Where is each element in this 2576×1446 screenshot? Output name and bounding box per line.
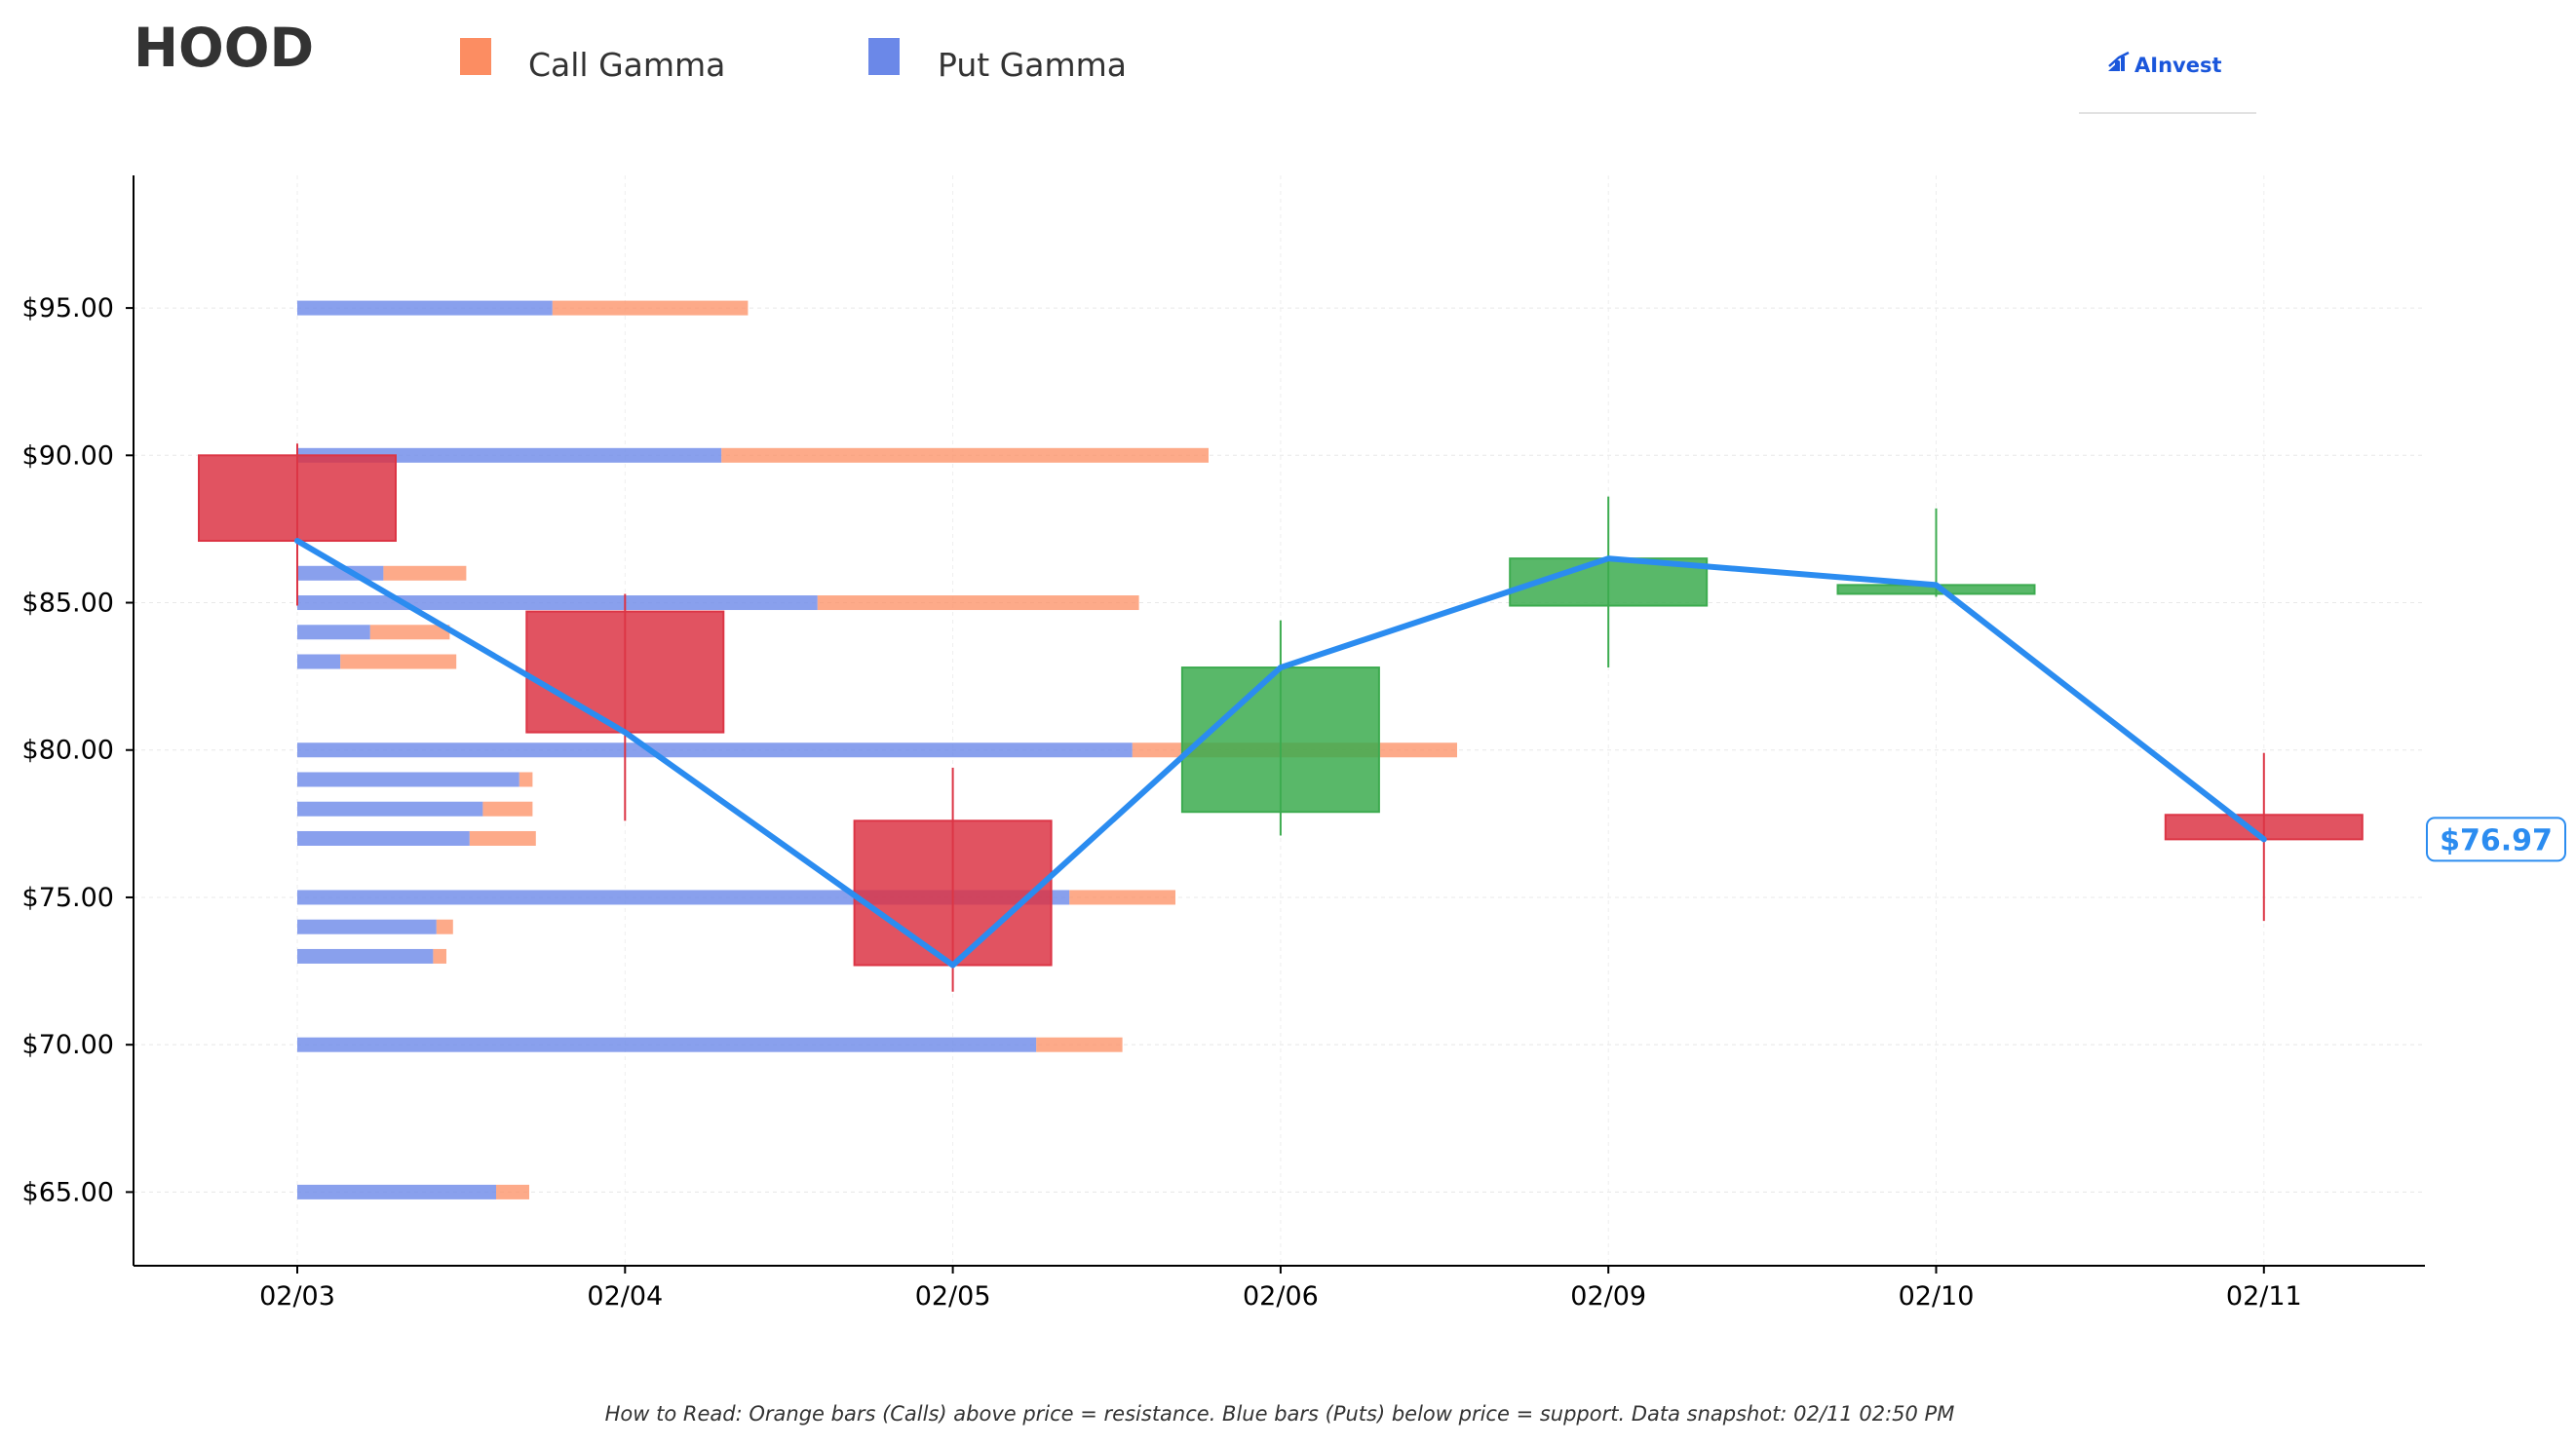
- put-gamma-bar-73: [297, 948, 434, 964]
- call-gamma-bar-85: [817, 595, 1139, 611]
- put-gamma-bar-77: [297, 830, 470, 846]
- put-gamma-swatch: [868, 38, 900, 75]
- call-gamma-bar-74: [436, 919, 453, 934]
- candle-body: [2164, 814, 2364, 841]
- last-price-label: $76.97: [2440, 823, 2553, 857]
- grid: [134, 175, 2425, 1266]
- put-gamma-bar-80: [297, 742, 1133, 758]
- call-gamma-bar-78: [482, 801, 533, 817]
- last-price-box: [2426, 817, 2566, 862]
- y-tick-label-4: $85.00: [22, 589, 114, 619]
- x-tick-label-5: 02/10: [1899, 1281, 1975, 1312]
- call-gamma-bar-77: [469, 830, 536, 846]
- x-tick-label-0: 02/03: [259, 1281, 335, 1312]
- how-to-read-footnote: How to Read: Orange bars (Calls) above p…: [605, 1402, 1955, 1426]
- candle-02-05: [853, 767, 1053, 992]
- candle-body: [853, 819, 1053, 967]
- put-gamma-bar-85: [297, 595, 818, 611]
- call-gamma-swatch: [460, 38, 491, 75]
- y-tick-label-6: $95.00: [22, 293, 114, 323]
- call-gamma-bar-95: [552, 300, 749, 316]
- ainvest-logo-icon: [2108, 51, 2130, 71]
- put-gamma-bar-83: [297, 654, 341, 669]
- y-tick-label-1: $70.00: [22, 1030, 114, 1060]
- put-gamma-bar-70: [297, 1037, 1037, 1052]
- y-tick-label-3: $80.00: [22, 736, 114, 766]
- put-gamma-bar-84: [297, 625, 370, 640]
- candle-02-11: [2164, 752, 2364, 922]
- call-gamma-bar-90: [721, 447, 1209, 463]
- call-gamma-bar-84: [369, 625, 450, 640]
- call-gamma-bar-70: [1036, 1037, 1123, 1052]
- close-line-path: [294, 538, 2267, 969]
- x-tick-label-1: 02/04: [587, 1281, 663, 1312]
- put-gamma-legend-label: Put Gamma: [938, 46, 1127, 84]
- call-gamma-bar-65: [496, 1184, 529, 1199]
- candle-body: [198, 454, 397, 543]
- axes: $65.00 $70.00 $75.00 $80.00 $85.00 $90.00 $95.…: [22, 175, 2425, 1312]
- put-gamma-bar-74: [297, 919, 437, 934]
- legend: Call Gamma Put Gamma: [460, 38, 1127, 84]
- call-gamma-bar-73: [433, 948, 446, 964]
- candle-body: [1180, 666, 1380, 814]
- brand-logo: AInvest: [2079, 51, 2256, 114]
- call-gamma-bar-75: [1069, 890, 1175, 905]
- call-gamma-bar-79: [519, 772, 533, 787]
- put-gamma-bar-65: [297, 1184, 496, 1199]
- put-gamma-bar-95: [297, 300, 553, 316]
- put-gamma-bar-78: [297, 801, 483, 817]
- close-price-line: [294, 538, 2267, 969]
- candle-02-04: [525, 593, 725, 821]
- x-tick-label-6: 02/11: [2226, 1281, 2302, 1312]
- last-price-marker: $76.97: [2426, 817, 2566, 862]
- chart-title: HOOD: [134, 17, 314, 79]
- x-tick-label-3: 02/06: [1243, 1281, 1319, 1312]
- brand-name: AInvest: [2134, 54, 2222, 77]
- y-tick-label-2: $75.00: [22, 883, 114, 913]
- y-tick-label-0: $65.00: [22, 1177, 114, 1207]
- call-gamma-legend-label: Call Gamma: [528, 46, 725, 84]
- y-tick-label-5: $90.00: [22, 440, 114, 471]
- x-tick-label-4: 02/09: [1570, 1281, 1646, 1312]
- gamma-bars: [297, 300, 1457, 1199]
- x-tick-label-2: 02/05: [915, 1281, 991, 1312]
- call-gamma-bar-83: [340, 654, 457, 669]
- candle-02-06: [1180, 620, 1380, 836]
- candle-body: [525, 610, 725, 734]
- call-gamma-bar-86: [383, 565, 467, 581]
- put-gamma-bar-79: [297, 772, 519, 787]
- put-gamma-bar-90: [297, 447, 722, 463]
